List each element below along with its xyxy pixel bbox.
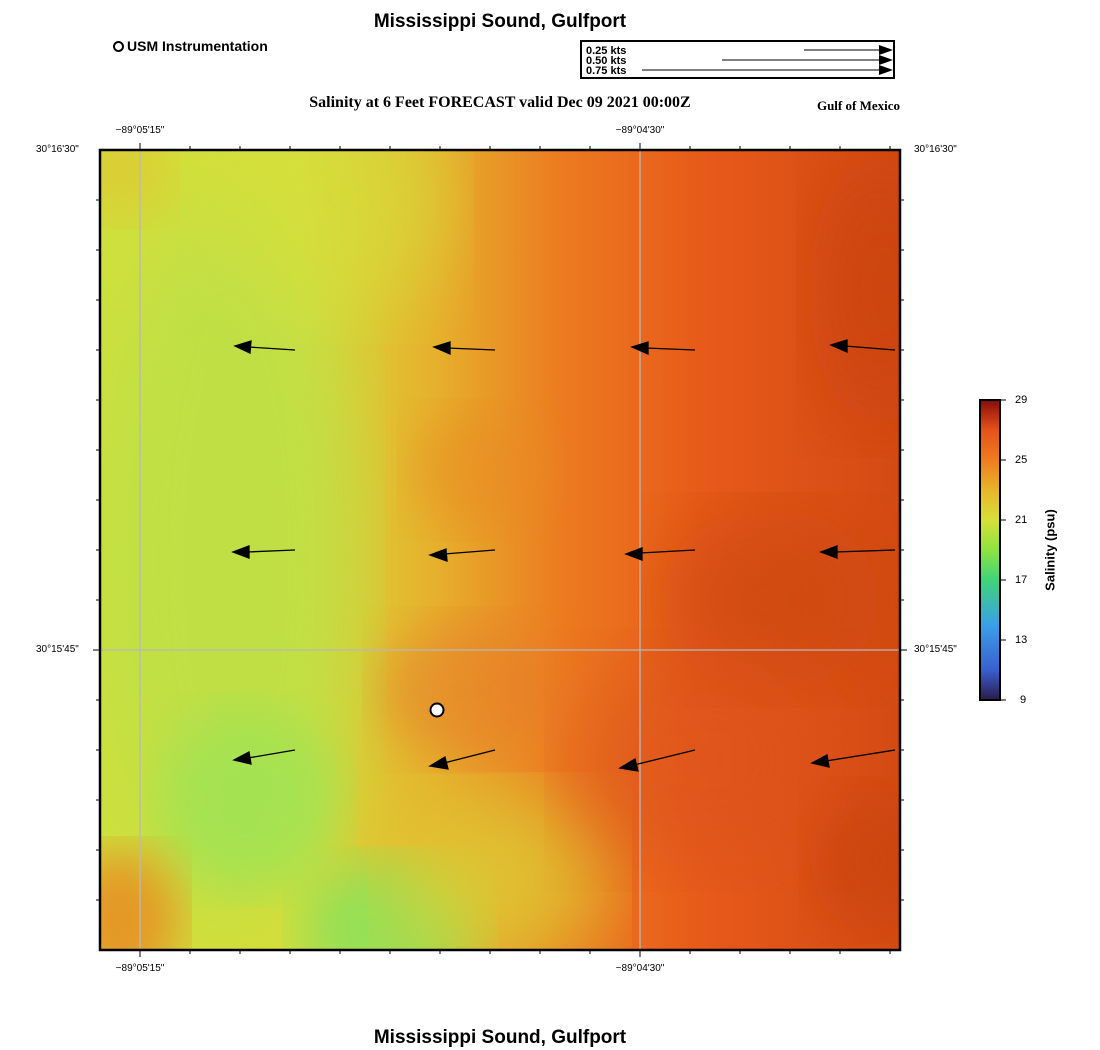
region-label: Gulf of Mexico [816,98,900,113]
colorbar-tick-21: 21 [1015,514,1028,526]
colorbar [979,399,1006,701]
colorbar-ramp [979,399,1001,701]
map-title-bottom: Mississippi Sound, Gulfport [373,1027,627,1048]
y-tick-left-1: 30°16'30" [36,144,79,155]
current-vector [428,548,496,562]
y-tick-right-1: 30°16'30" [914,144,957,155]
map-subtitle: Salinity at 6 Feet FORECAST valid Dec 09… [309,94,691,111]
current-vector [231,545,296,559]
scale-arrows [642,45,893,75]
current-vector [819,545,896,559]
current-vector [233,340,296,354]
x-tick-bottom-1: −89°05'15" [115,963,165,974]
current-vector [618,749,696,772]
current-vectors [231,339,896,772]
colorbar-tick-29: 29 [1015,394,1028,406]
colorbar-title: Salinity (psu) [1042,509,1058,591]
y-tick-right-2: 30°15'45" [914,644,957,655]
x-tick-top-1: −89°05'15" [115,125,165,136]
colorbar-tick-25: 25 [1015,454,1028,466]
scale-label-050: 0.50 kts [586,55,627,67]
current-vector [810,749,896,768]
y-tick-left-2: 30°15'45" [36,644,79,655]
station-legend-label: USM Instrumentation [127,38,268,54]
scale-label-075: 0.75 kts [586,65,627,77]
station-marker-icon [113,40,124,52]
station-legend: USM Instrumentation [113,38,268,54]
current-vector [829,339,896,353]
current-vector [232,749,296,765]
current-vector [624,547,696,561]
colorbar-tick-9: 9 [1020,694,1027,706]
scale-label-025: 0.25 kts [586,45,627,57]
salinity-map [93,143,907,957]
vector-scale-legend: 0.25 kts 0.50 kts 0.75 kts [580,40,895,79]
current-vector [428,749,496,770]
usm-station-marker[interactable] [429,702,445,718]
current-vector [432,341,496,355]
frame-ticks [93,143,907,957]
x-tick-bottom-2: −89°04'30" [615,963,665,974]
x-tick-top-2: −89°04'30" [615,125,665,136]
current-vector [630,341,696,355]
map-title-top: Mississippi Sound, Gulfport [373,11,627,32]
colorbar-tick-17: 17 [1015,574,1028,586]
salinity-field [100,150,900,950]
colorbar-tick-13: 13 [1015,634,1028,646]
